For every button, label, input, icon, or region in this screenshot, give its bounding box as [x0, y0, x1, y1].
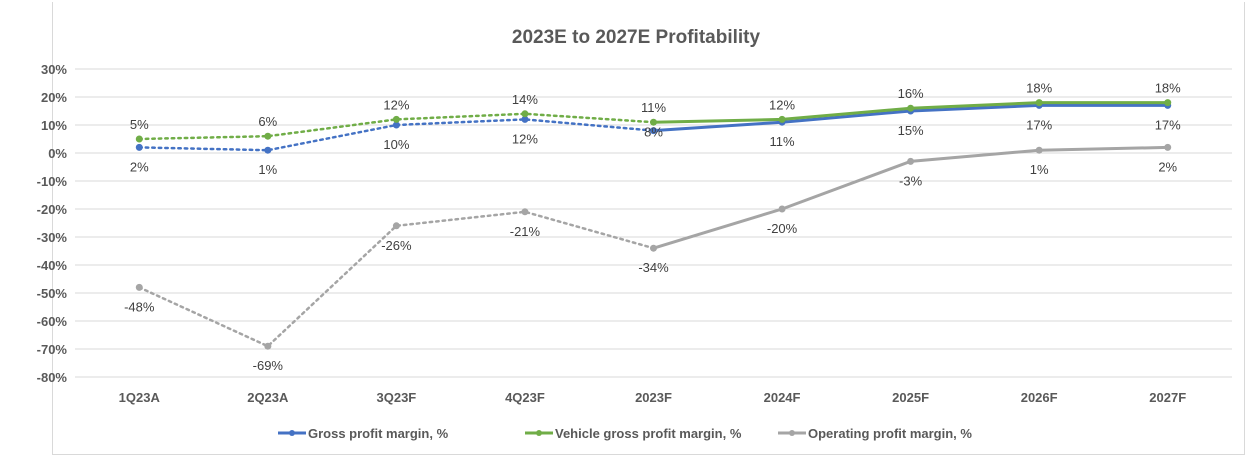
- legend-marker: [789, 430, 795, 436]
- data-label: 6%: [258, 114, 277, 129]
- data-point: [392, 115, 400, 123]
- y-tick-label: -20%: [37, 202, 68, 217]
- y-tick-label: -80%: [37, 370, 68, 385]
- data-label: -69%: [253, 358, 284, 373]
- data-label: -3%: [899, 173, 923, 188]
- y-tick-label: 0%: [48, 146, 67, 161]
- data-label: 11%: [770, 134, 795, 149]
- data-label: 12%: [769, 97, 795, 112]
- y-tick-label: -50%: [37, 286, 68, 301]
- data-point: [907, 157, 915, 165]
- y-tick-label: -30%: [37, 230, 68, 245]
- y-tick-label: 10%: [41, 118, 67, 133]
- data-point: [778, 115, 786, 123]
- data-point: [1035, 146, 1043, 154]
- data-label: 2%: [130, 159, 149, 174]
- data-point: [1164, 143, 1172, 151]
- data-label: 17%: [1026, 117, 1052, 132]
- data-point: [907, 104, 915, 112]
- data-label: 18%: [1155, 81, 1181, 96]
- data-label: -34%: [638, 260, 669, 275]
- series-line-dotted: [138, 112, 655, 141]
- data-label: 8%: [644, 125, 663, 140]
- y-tick-label: -70%: [37, 342, 68, 357]
- x-tick-label: 2024F: [764, 390, 801, 405]
- data-label: 1%: [1030, 162, 1049, 177]
- data-label: 17%: [1155, 117, 1181, 132]
- data-label: 12%: [383, 97, 409, 112]
- data-point: [650, 244, 657, 252]
- data-point: [778, 205, 786, 213]
- x-tick-label: 4Q23F: [505, 390, 545, 405]
- x-tick-label: 2Q23A: [247, 390, 289, 405]
- data-label: 18%: [1026, 81, 1052, 96]
- y-tick-label: 30%: [41, 62, 67, 77]
- data-label: 11%: [641, 100, 666, 115]
- data-point: [650, 127, 657, 135]
- data-point: [264, 132, 272, 140]
- y-tick-label: -40%: [37, 258, 68, 273]
- x-tick-label: 2027F: [1149, 390, 1186, 405]
- chart-frame: [52, 2, 1245, 455]
- data-label: 10%: [383, 137, 409, 152]
- data-label: 16%: [898, 86, 924, 101]
- data-point: [521, 208, 529, 216]
- data-label: 14%: [512, 92, 538, 107]
- legend-entry: Gross profit margin, %: [308, 426, 449, 441]
- data-point: [135, 135, 143, 143]
- data-point: [1164, 99, 1172, 107]
- data-label: 2%: [1158, 159, 1177, 174]
- data-point: [521, 115, 529, 123]
- x-tick-label: 1Q23A: [119, 390, 161, 405]
- data-label: -21%: [510, 224, 541, 239]
- chart-title: 2023E to 2027E Profitability: [512, 27, 761, 48]
- data-label: 1%: [258, 162, 277, 177]
- data-point: [135, 143, 143, 151]
- x-tick-label: 2023F: [635, 390, 672, 405]
- x-tick-label: 2026F: [1021, 390, 1058, 405]
- data-label: 12%: [512, 131, 538, 146]
- data-point: [1035, 99, 1043, 107]
- data-label: 15%: [898, 123, 924, 138]
- data-point: [650, 118, 657, 126]
- data-point: [521, 110, 529, 118]
- legend-entry: Operating profit margin, %: [808, 426, 972, 441]
- series-line-dotted: [138, 210, 655, 348]
- x-tick-label: 3Q23F: [377, 390, 417, 405]
- legend-entry: Vehicle gross profit margin, %: [555, 426, 742, 441]
- data-label: 5%: [130, 117, 149, 132]
- x-tick-label: 2025F: [892, 390, 929, 405]
- data-point: [392, 121, 400, 129]
- legend-marker: [289, 430, 295, 436]
- data-point: [264, 146, 272, 154]
- y-tick-label: 20%: [41, 90, 67, 105]
- data-label: -26%: [381, 238, 412, 253]
- data-label: -48%: [124, 299, 155, 314]
- data-point: [264, 342, 272, 350]
- y-tick-label: -60%: [37, 314, 68, 329]
- data-label: -20%: [767, 221, 798, 236]
- data-point: [392, 222, 400, 230]
- data-point: [135, 283, 143, 291]
- y-tick-label: -10%: [37, 174, 68, 189]
- legend-marker: [536, 430, 542, 436]
